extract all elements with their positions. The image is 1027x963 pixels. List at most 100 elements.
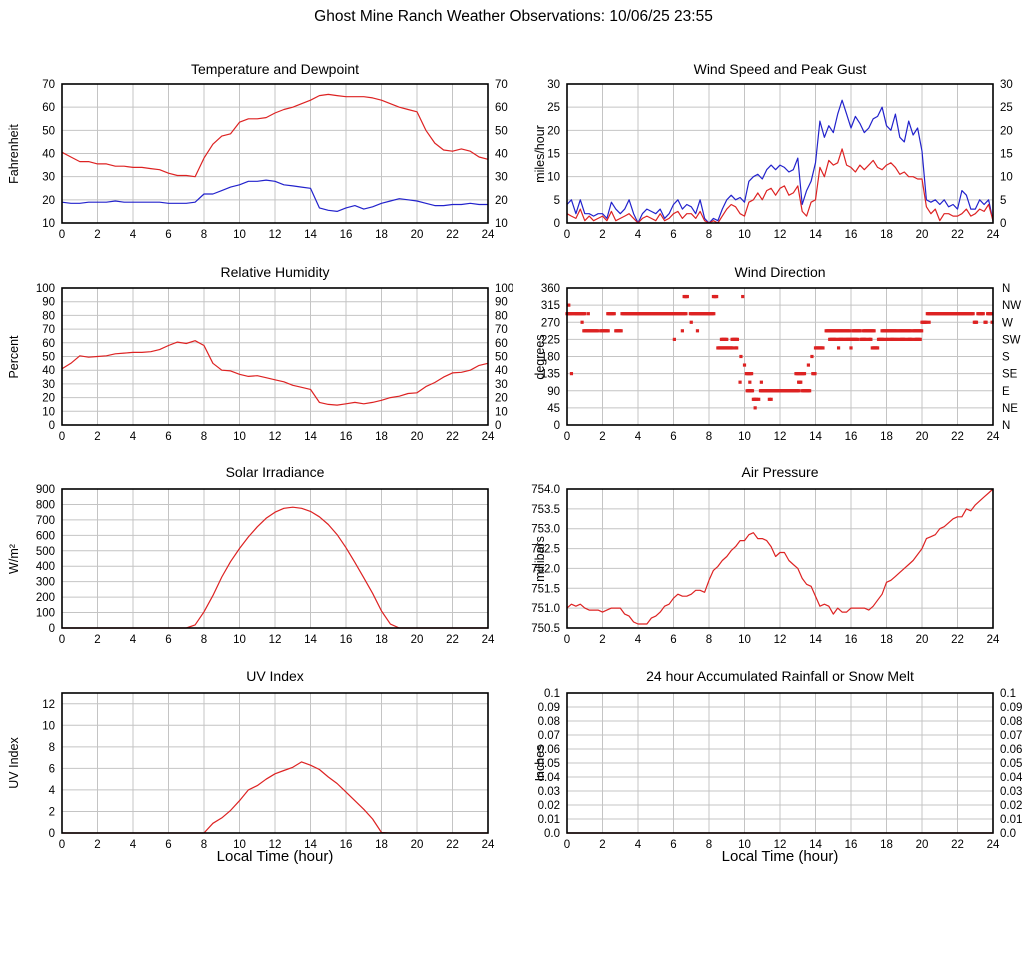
compass-tick-label: N <box>1002 420 1010 432</box>
x-tick-label: 18 <box>375 229 388 241</box>
y-tick-label: 25 <box>547 102 560 114</box>
x-tick-label: 8 <box>706 431 712 443</box>
y-tick-label-right: 10 <box>495 218 508 230</box>
page-title: Ghost Mine Ranch Weather Observations: 1… <box>314 8 713 25</box>
chart-title: Wind Direction <box>734 264 826 280</box>
chart-title: Solar Irradiance <box>225 464 325 480</box>
x-tick-label: 6 <box>165 839 171 851</box>
y-tick-label: 20 <box>42 393 55 405</box>
y-tick-label: 20 <box>547 125 560 137</box>
y-tick-label: 90 <box>547 386 560 398</box>
y-tick-label: 10 <box>547 172 560 184</box>
y-tick-label-right: 10 <box>1000 172 1013 184</box>
x-tick-label: 18 <box>375 431 388 443</box>
y-tick-label: 80 <box>42 310 55 322</box>
panel-solar-irradiance: Solar Irradiance W/m² 0 2 4 6 8 10 12 14 16 18 20 2… <box>0 452 513 652</box>
x-tick-label: 16 <box>845 431 858 443</box>
y-tick-label-right: 30 <box>1000 79 1013 91</box>
wind-direction-points <box>565 294 994 410</box>
plot-frame <box>61 287 489 426</box>
y-tick-label: 60 <box>42 102 55 114</box>
y-tick-label-right: 50 <box>495 352 508 364</box>
x-tick-label: 8 <box>201 634 207 646</box>
x-tick-label: 8 <box>201 229 207 241</box>
x-tick-label: 10 <box>233 839 246 851</box>
y-tick-label: 0.09 <box>538 702 560 714</box>
y-tick-label: 700 <box>36 515 55 527</box>
y-tick-label: 180 <box>541 352 560 364</box>
y-tick-label: 90 <box>42 297 55 309</box>
y-tick-label: 8 <box>49 742 55 754</box>
x-tick-label: 2 <box>94 839 100 851</box>
x-tick-label: 16 <box>340 839 353 851</box>
x-tick-label: 18 <box>880 229 893 241</box>
y-tick-label: 0 <box>554 420 560 432</box>
y-tick-label: 2 <box>49 806 55 818</box>
y-tick-label-right: 60 <box>495 338 508 350</box>
y-tick-label: 0.0 <box>544 828 560 840</box>
y-tick-label: 30 <box>547 79 560 91</box>
x-tick-label: 20 <box>916 839 929 851</box>
x-tick-label: 2 <box>599 634 605 646</box>
x-tick-label: 2 <box>599 839 605 851</box>
chart-title: Temperature and Dewpoint <box>190 61 360 77</box>
x-tick-label: 12 <box>774 839 787 851</box>
x-tick-label: 24 <box>482 839 495 851</box>
y-tick-label: 200 <box>36 592 55 604</box>
y-tick-label: 0.05 <box>538 758 560 770</box>
x-tick-label: 22 <box>446 229 459 241</box>
panel-uv-index: UV Index UV Index 0 2 4 6 8 10 12 14 16 18 20 22 24 0… <box>0 655 513 878</box>
y-tick-label-right: 70 <box>495 324 508 336</box>
x-tick-label: 22 <box>446 839 459 851</box>
y-tick-label-right: 80 <box>495 310 508 322</box>
x-tick-label: 4 <box>130 431 137 443</box>
x-tick-label: 0 <box>564 634 570 646</box>
y-tick-label-right: 0.05 <box>1000 758 1022 770</box>
series-dewpoint <box>61 179 488 212</box>
y-tick-label: 60 <box>42 338 55 350</box>
x-tick-label: 16 <box>845 634 858 646</box>
x-tick-label: 10 <box>233 634 246 646</box>
y-tick-label-right: 0.02 <box>1000 800 1022 812</box>
compass-tick-label: SE <box>1002 369 1018 381</box>
panel-wind-direction: Wind Direction degrees 0 2 4 6 8 10 12 14 16 18 20… <box>514 258 1027 452</box>
x-tick-label: 22 <box>951 229 964 241</box>
y-tick-label-right: 10 <box>495 406 508 418</box>
x-tick-label: 14 <box>809 634 822 646</box>
x-tick-label: 0 <box>564 839 570 851</box>
x-tick-label: 6 <box>165 229 171 241</box>
y-tick-label-right: 40 <box>495 149 508 161</box>
x-axis-title: Local Time (hour) <box>216 848 334 865</box>
x-tick-label: 24 <box>482 229 495 241</box>
plot-frame <box>566 488 994 629</box>
x-tick-label: 0 <box>564 229 570 241</box>
y-tick-label-right: 100 <box>495 283 513 295</box>
x-tick-label: 6 <box>670 634 676 646</box>
x-tick-label: 12 <box>774 634 787 646</box>
x-tick-label: 16 <box>845 839 858 851</box>
y-tick-label-right: 15 <box>1000 149 1013 161</box>
x-tick-label: 0 <box>59 839 65 851</box>
x-tick-label: 2 <box>94 431 100 443</box>
y-tick-label: 30 <box>42 379 55 391</box>
x-tick-label: 4 <box>635 229 642 241</box>
plot-frame <box>61 83 489 224</box>
y-tick-label: 10 <box>42 406 55 418</box>
x-tick-label: 2 <box>599 229 605 241</box>
x-tick-label: 2 <box>94 634 100 646</box>
x-tick-label: 12 <box>774 229 787 241</box>
x-tick-label: 20 <box>411 634 424 646</box>
x-tick-label: 16 <box>845 229 858 241</box>
series-relative-humidity <box>61 340 489 406</box>
x-tick-label: 4 <box>635 839 642 851</box>
x-tick-label: 20 <box>916 634 929 646</box>
x-tick-label: 10 <box>738 229 751 241</box>
y-tick-label-right: 0.07 <box>1000 730 1022 742</box>
compass-tick-label: E <box>1002 386 1010 398</box>
y-tick-label: 0.1 <box>544 688 560 700</box>
y-tick-label-right: 20 <box>495 393 508 405</box>
x-tick-label: 14 <box>304 839 317 851</box>
x-tick-label: 4 <box>130 839 137 851</box>
x-tick-label: 22 <box>446 431 459 443</box>
